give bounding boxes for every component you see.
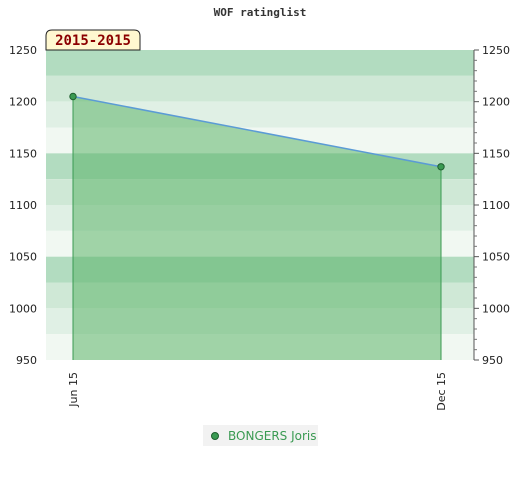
x-tick-label: Dec 15 xyxy=(435,372,448,411)
chart-title: WOF ratinglist xyxy=(214,6,307,19)
grid-band xyxy=(46,50,474,76)
y-tick-label-right: 1200 xyxy=(482,96,510,109)
y-tick-label-left: 1250 xyxy=(9,44,37,57)
y-tick-label-right: 1250 xyxy=(482,44,510,57)
series-line xyxy=(72,95,442,168)
drop-lines xyxy=(72,96,442,360)
legend-series-name: BONGERS Joris xyxy=(228,429,317,443)
y-tick-label-left: 1100 xyxy=(9,199,37,212)
y-tick-label-left: 1150 xyxy=(9,147,37,160)
y-tick-label-left: 1200 xyxy=(9,96,37,109)
period-label: 2015-2015 xyxy=(55,33,131,49)
y-tick-label-left: 1000 xyxy=(9,302,37,315)
grid-band xyxy=(46,75,474,102)
legend-marker xyxy=(211,432,219,440)
series-area xyxy=(73,96,441,360)
line-layer xyxy=(72,95,442,168)
y-axis-left: 950 1000 1050 1100 1150 1200 1250 xyxy=(9,44,37,367)
y-tick-label-right: 1000 xyxy=(482,302,510,315)
y-tick-label-right: 1100 xyxy=(482,199,510,212)
markers xyxy=(69,92,445,171)
x-tick-label: Jun 15 xyxy=(67,372,80,408)
data-point xyxy=(437,163,445,171)
legend[interactable]: BONGERS Joris xyxy=(203,425,318,446)
y-tick-label-right: 1050 xyxy=(482,251,510,264)
period-badge: 2015-2015 xyxy=(45,29,141,51)
y-tick-label-right: 950 xyxy=(482,354,503,367)
y-tick-label-left: 950 xyxy=(16,354,37,367)
y-tick-label-left: 1050 xyxy=(9,251,37,264)
area-layer xyxy=(73,96,441,360)
data-point xyxy=(69,92,77,101)
y-tick-label-right: 1150 xyxy=(482,147,510,160)
y-axis-right: 950 1000 1050 1100 1150 1200 1250 xyxy=(473,44,510,367)
x-axis: Jun 15 Dec 15 xyxy=(67,372,448,411)
